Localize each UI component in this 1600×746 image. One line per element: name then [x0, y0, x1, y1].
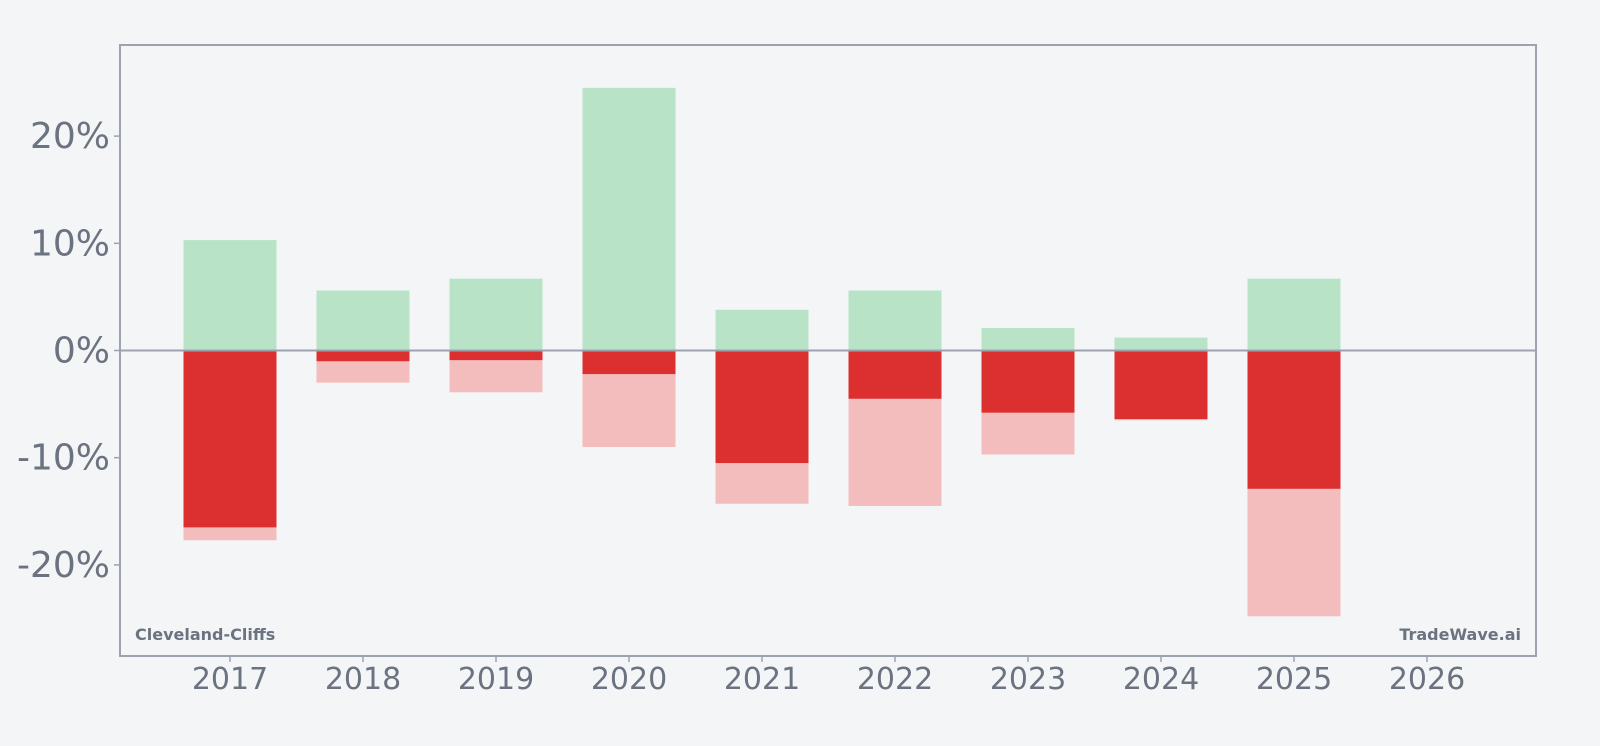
bar-drawdown-2024: [1114, 350, 1208, 420]
x-tick-label: 2024: [1123, 662, 1199, 697]
bar-drawdown-2019: [449, 350, 543, 361]
y-tick-label: 0%: [53, 331, 110, 372]
bar-gain-2019: [449, 278, 543, 351]
bar-gain-2017: [183, 240, 277, 351]
bar-drawdown-2020: [582, 350, 676, 375]
x-tick-label: 2019: [458, 662, 534, 697]
x-tick-label: 2022: [857, 662, 933, 697]
bar-drawdown-2021: [715, 350, 809, 464]
x-tick-label: 2018: [325, 662, 401, 697]
bar-drawdown-2025: [1247, 350, 1341, 489]
x-axis: 2017 2018 2019 2020 2021 2022 2023 2024 2025 2026: [192, 656, 1465, 697]
bar-gain-2025: [1247, 278, 1341, 351]
y-tick-label: -10%: [17, 438, 110, 479]
bar-drawdown-2017: [183, 350, 277, 528]
company-watermark: Cleveland-Cliffs: [135, 625, 275, 644]
x-tick-label: 2020: [591, 662, 667, 697]
y-tick-label: -20%: [17, 545, 110, 586]
y-tick-label: 20%: [30, 116, 110, 157]
x-tick-label: 2023: [990, 662, 1066, 697]
bar-gain-2022: [848, 290, 942, 351]
bar-drawdown-2023: [981, 350, 1075, 413]
y-axis: -20% -10% 0% 10% 20%: [17, 116, 120, 586]
brand-watermark: TradeWave.ai: [1399, 625, 1521, 644]
bar-gain-2020: [582, 87, 676, 351]
x-tick-label: 2025: [1256, 662, 1332, 697]
bar-gain-2018: [316, 290, 410, 351]
bar-gain-2023: [981, 327, 1075, 351]
x-tick-label: 2017: [192, 662, 268, 697]
x-tick-label: 2026: [1389, 662, 1465, 697]
y-tick-label: 10%: [30, 223, 110, 264]
bar-drawdown-2022: [848, 350, 942, 399]
x-tick-label: 2021: [724, 662, 800, 697]
bars-group: [183, 87, 1341, 617]
bar-gain-2021: [715, 309, 809, 351]
bar-gain-2024: [1114, 337, 1208, 351]
bar-drawdown-2018: [316, 350, 410, 362]
